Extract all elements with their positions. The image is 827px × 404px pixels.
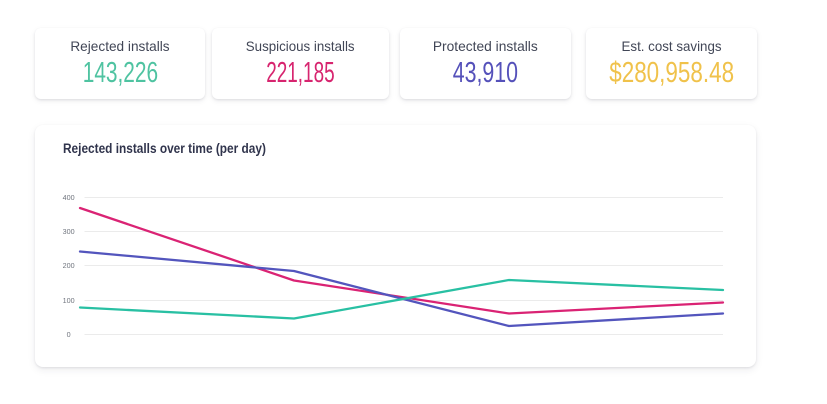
svg-text:0: 0 [67, 330, 71, 339]
svg-text:100: 100 [63, 296, 75, 305]
svg-text:200: 200 [63, 261, 75, 270]
svg-text:400: 400 [63, 193, 75, 202]
svg-text:300: 300 [63, 227, 75, 236]
